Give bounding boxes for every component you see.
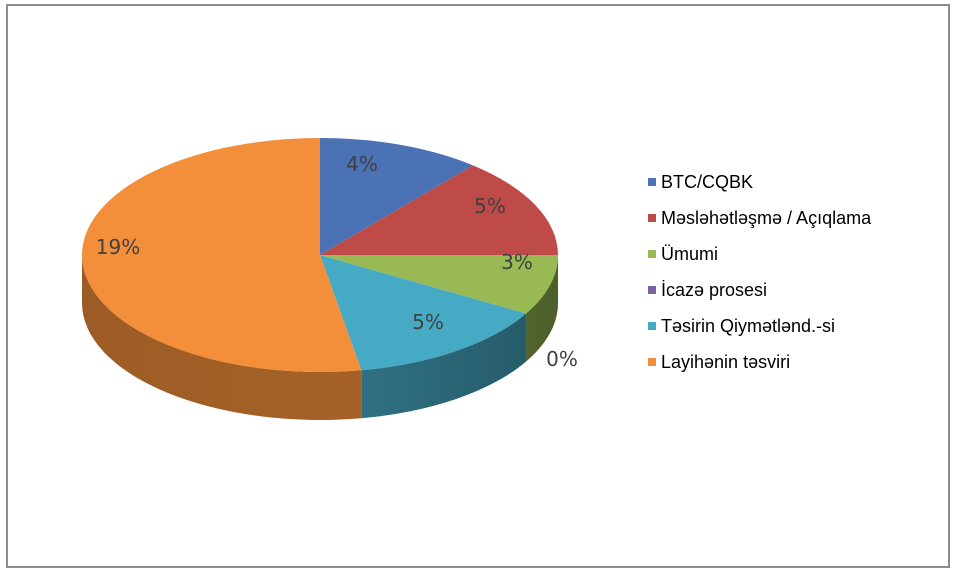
data-label-btc-cqbk: 4% [346, 152, 378, 176]
legend-swatch [648, 322, 656, 330]
data-label-layih-nin-t-sviri: 19% [96, 235, 140, 259]
legend-item-layih-nin-t-sviri: Layihənin təsviri [648, 344, 938, 380]
legend-item-umumi: Ümumi [648, 236, 938, 272]
legend-swatch [648, 250, 656, 258]
chart-legend: BTC/CQBK Məsləhətləşmə / Açıqlama Ümumi İca… [648, 164, 938, 380]
pie-sides [82, 255, 558, 421]
legend-swatch [648, 286, 656, 294]
legend-item-m-sl-h-tl-sm-ac-qlama: Məsləhətləşmə / Açıqlama [648, 200, 938, 236]
legend-swatch [648, 178, 656, 186]
legend-label: Təsirin Qiymətlənd.-si [661, 315, 836, 336]
legend-item-icaz-prosesi: İcazə prosesi [648, 272, 938, 308]
pie-slice-t-sirin-qiym-tl-nd-si [320, 255, 527, 371]
pie-slice-umumi [320, 255, 558, 314]
pie-slice-btc-cqbk [320, 138, 473, 255]
legend-item-btc-cqbk: BTC/CQBK [648, 164, 938, 200]
legend-label: BTC/CQBK [661, 171, 754, 192]
legend-label: Layihənin təsviri [661, 351, 791, 372]
data-label-icaz-prosesi: 0% [546, 347, 578, 371]
legend-label: İcazə prosesi [661, 279, 768, 300]
legend-label: Ümumi [661, 243, 718, 264]
pie-rim-shading [82, 255, 558, 420]
legend-label: Məsləhətləşmə / Açıqlama [661, 207, 872, 228]
pie-tops [81, 138, 558, 373]
data-label-umumi: 3% [501, 250, 533, 274]
legend-swatch [648, 358, 656, 366]
legend-swatch [648, 214, 656, 222]
data-label-t-sirin-qiym-tl-nd-si: 5% [412, 310, 444, 334]
legend-item-t-sirin-qiym-tl-nd-si: Təsirin Qiymətlənd.-si [648, 308, 938, 344]
data-label-m-sl-h-tl-sm-ac-qlama: 5% [474, 194, 506, 218]
pie-slice-layih-nin-t-sviri [81, 138, 362, 373]
pie-slice-m-sl-h-tl-sm-ac-qlama [320, 165, 558, 255]
pie-data-labels: 4% 5% 3% 0% 5% 19% [96, 152, 578, 371]
